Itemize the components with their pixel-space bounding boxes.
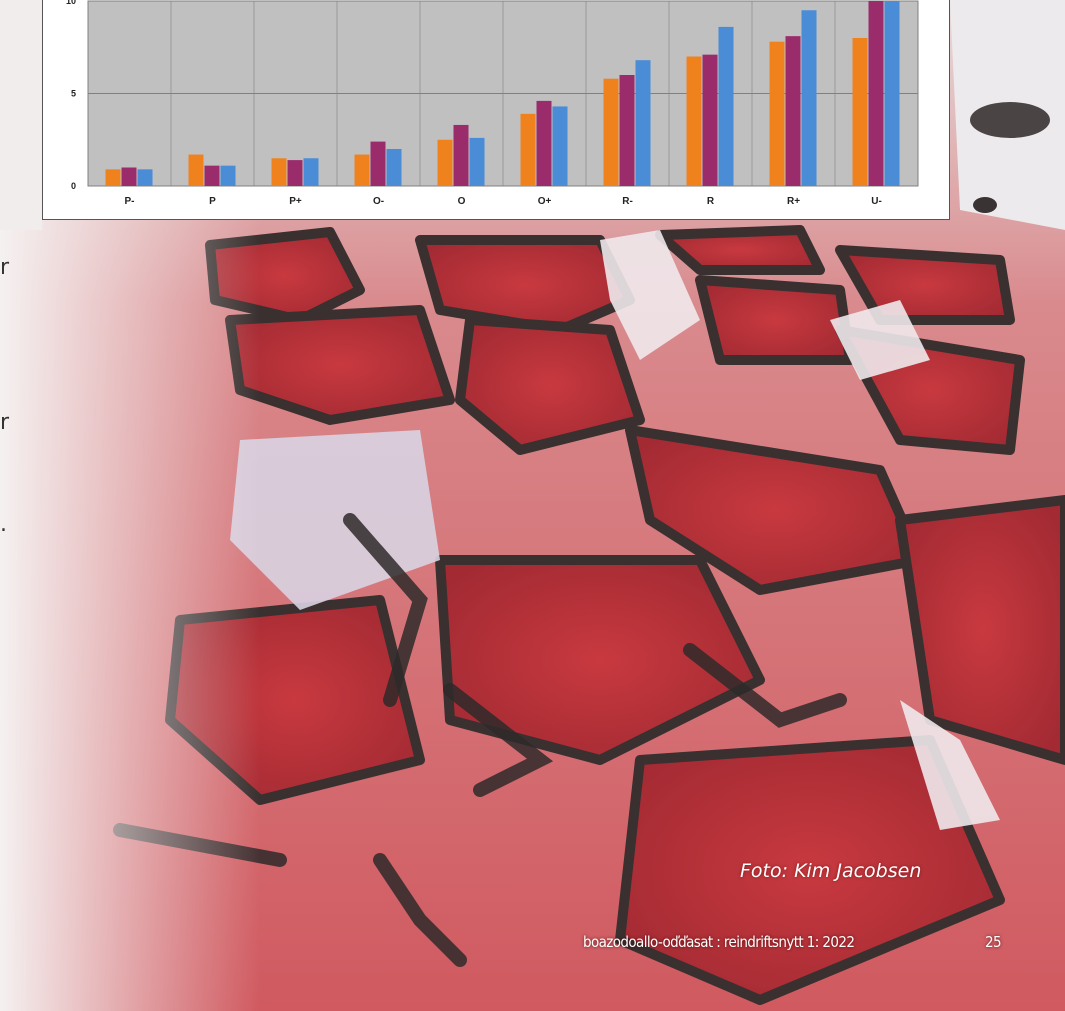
x-tick-label: R bbox=[707, 196, 715, 207]
publication-name: boazodoallo-oďďasat : reindriftsnytt 1: … bbox=[583, 933, 855, 951]
x-tick-label: P- bbox=[125, 196, 135, 207]
cut-off-text-fragment: . bbox=[0, 512, 7, 537]
x-tick-label: O+ bbox=[538, 196, 552, 207]
bar bbox=[105, 169, 121, 186]
x-tick-label: U- bbox=[871, 196, 882, 207]
bar bbox=[552, 106, 568, 186]
photo-credit: Foto: Kim Jacobsen bbox=[740, 860, 922, 882]
bar bbox=[702, 54, 718, 187]
bar bbox=[204, 165, 220, 186]
bar bbox=[635, 60, 651, 187]
page-number: 25 bbox=[985, 933, 1002, 951]
bar-chart-panel: 0 5 10 P- P P+ O- O O+ R- R R+ U- bbox=[42, 0, 950, 220]
cut-off-text-fragment: r bbox=[0, 410, 10, 435]
x-tick-label: O- bbox=[373, 196, 384, 207]
y-tick-label: 0 bbox=[71, 181, 76, 191]
y-tick-label: 5 bbox=[71, 89, 76, 99]
bar bbox=[801, 10, 817, 186]
bar bbox=[370, 141, 386, 186]
bar bbox=[884, 1, 900, 186]
bar bbox=[785, 36, 801, 187]
bar bbox=[603, 78, 619, 186]
bar bbox=[868, 1, 884, 186]
cut-off-text-fragment: r bbox=[0, 255, 10, 280]
bar bbox=[220, 165, 236, 186]
bar bbox=[520, 113, 536, 186]
bar bbox=[536, 100, 552, 186]
bar bbox=[852, 38, 868, 186]
y-tick-label: 10 bbox=[66, 0, 76, 6]
bar bbox=[303, 158, 319, 186]
bar bbox=[271, 158, 287, 186]
x-tick-label: P bbox=[209, 196, 216, 207]
bar bbox=[619, 75, 635, 186]
bar bbox=[188, 154, 204, 186]
bar bbox=[469, 137, 485, 186]
bar bbox=[437, 139, 453, 186]
page-footer: boazodoallo-oďďasat : reindriftsnytt 1: … bbox=[583, 933, 1013, 951]
x-tick-label: O bbox=[458, 196, 466, 207]
x-tick-label: P+ bbox=[289, 196, 302, 207]
x-tick-label: R- bbox=[622, 196, 633, 207]
bar bbox=[769, 41, 785, 187]
bar bbox=[718, 26, 734, 187]
bar bbox=[686, 56, 702, 186]
bar bbox=[121, 167, 137, 186]
bar bbox=[137, 169, 153, 186]
bar bbox=[287, 160, 303, 186]
bar bbox=[386, 149, 402, 186]
x-tick-label: R+ bbox=[787, 196, 800, 207]
bar bbox=[354, 154, 370, 186]
bar-chart: 0 5 10 P- P P+ O- O O+ R- R R+ U- bbox=[66, 0, 919, 207]
bar bbox=[453, 124, 469, 186]
